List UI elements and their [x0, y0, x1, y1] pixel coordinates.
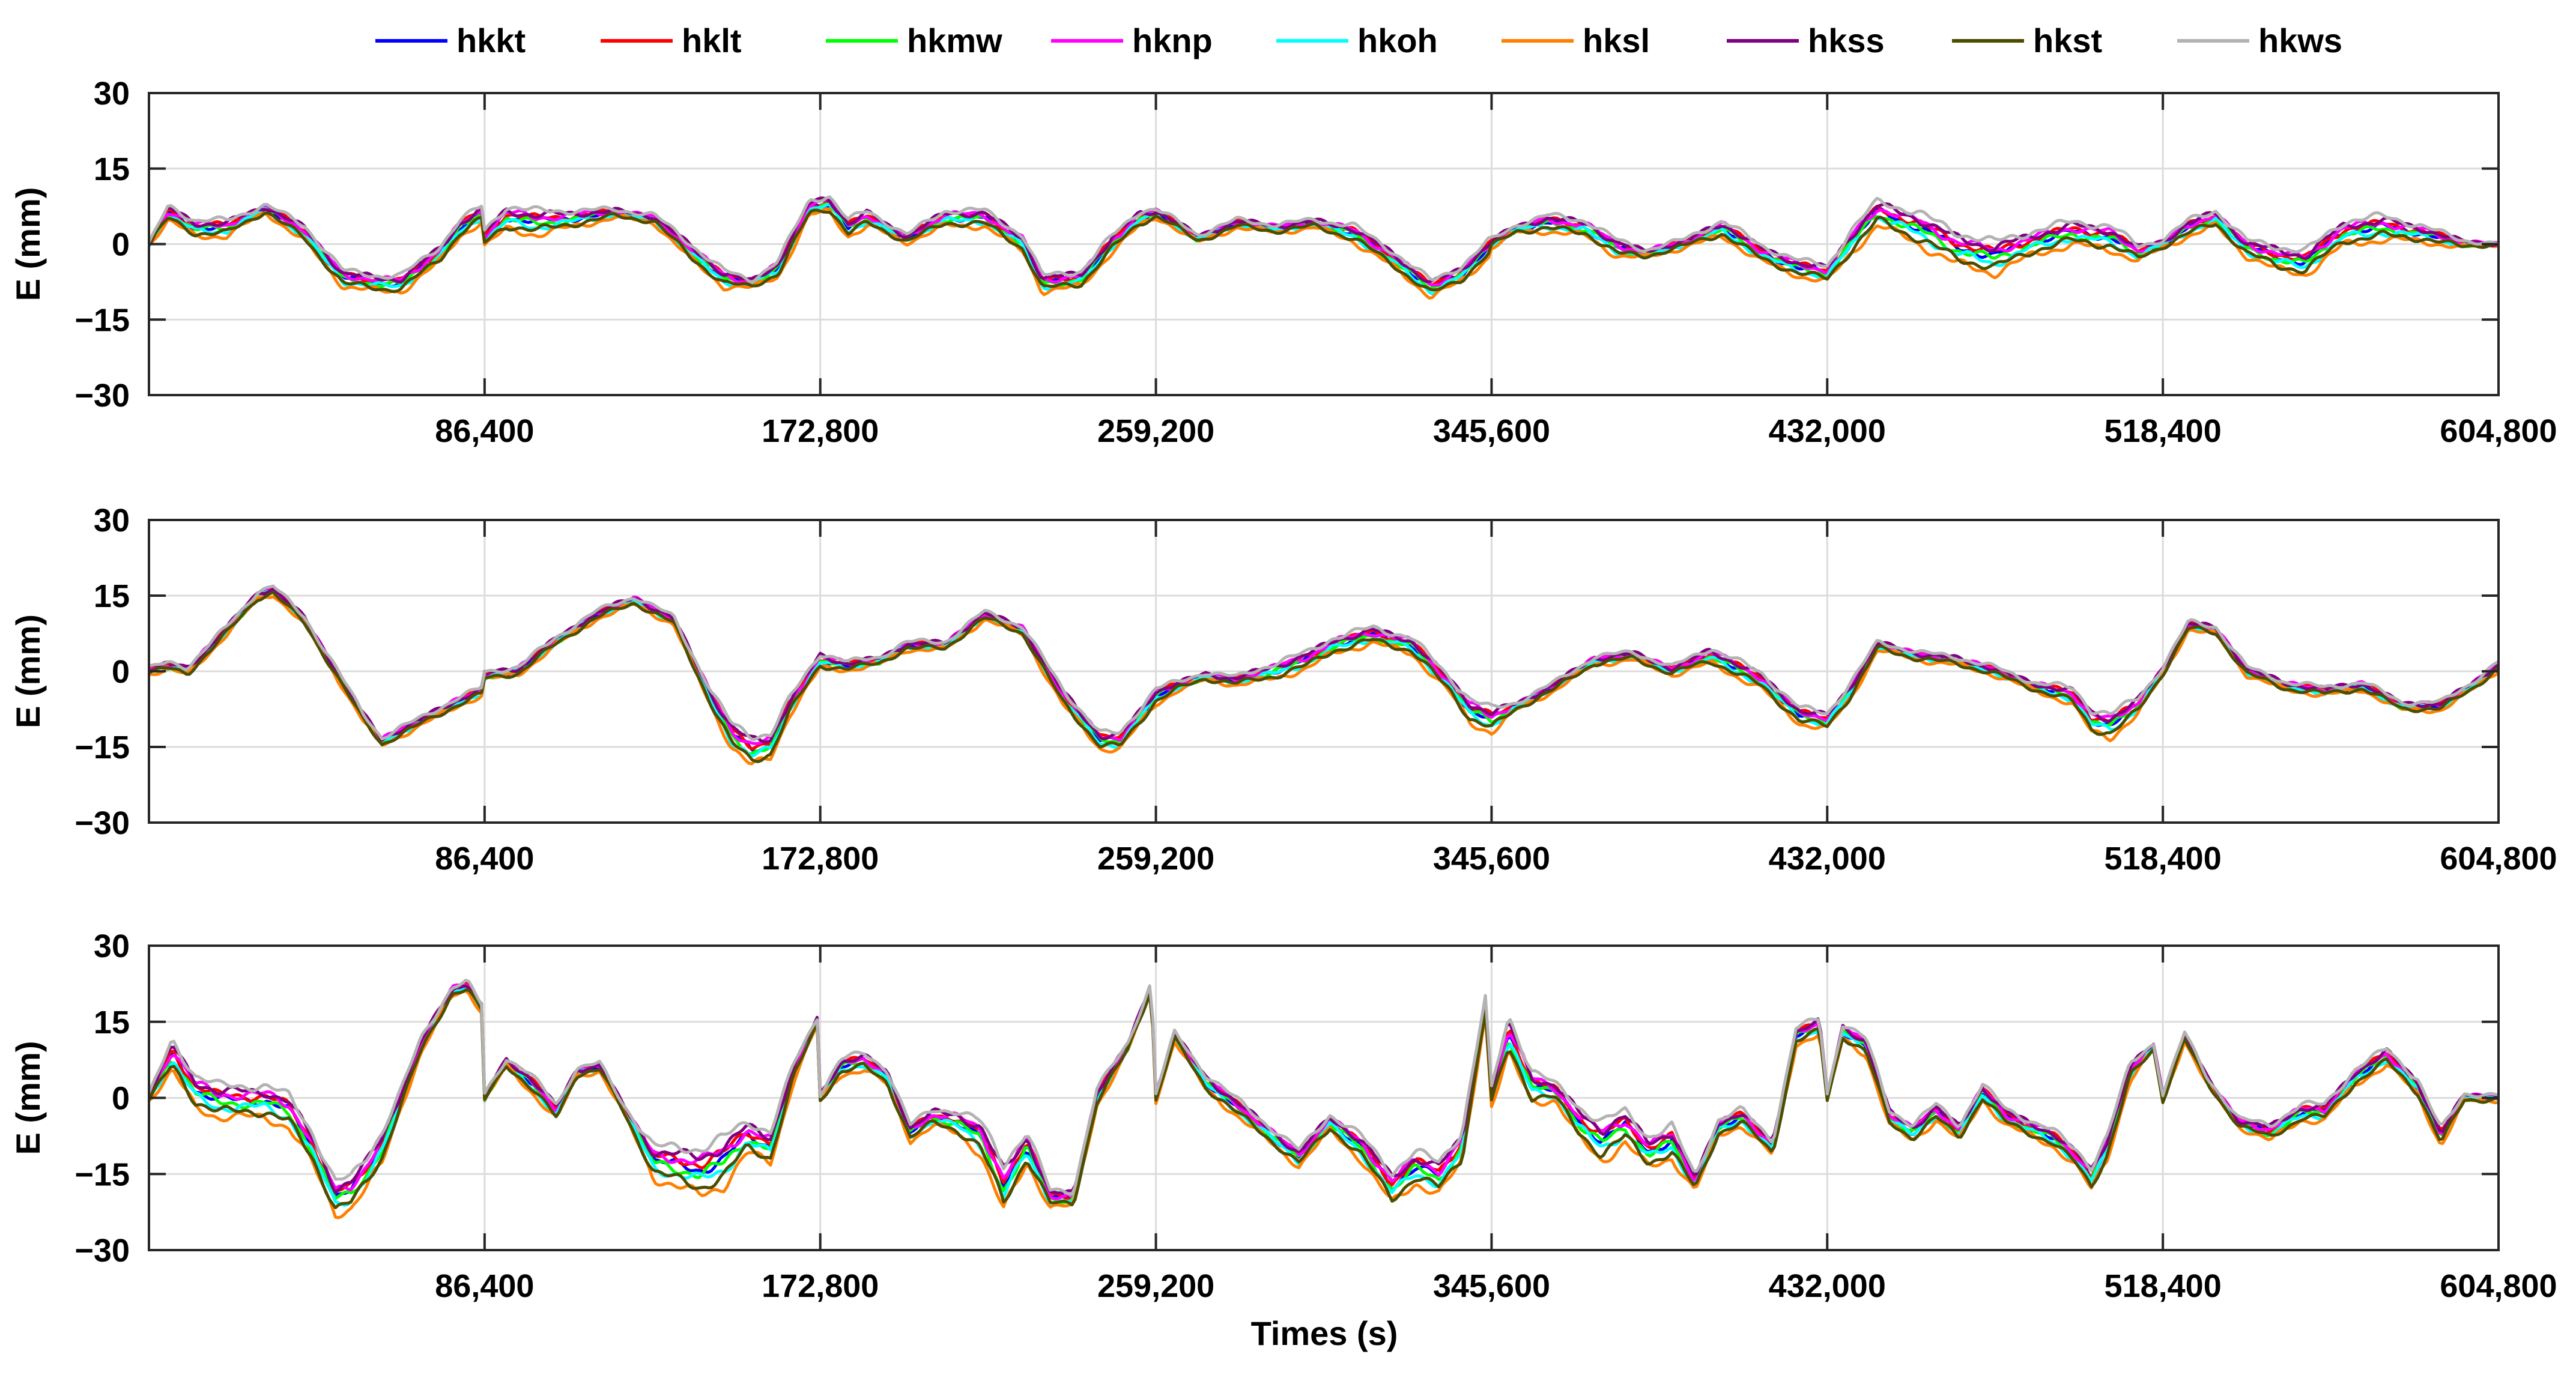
- x-tick-label: 345,600: [1433, 841, 1550, 877]
- series-group: [149, 584, 2499, 766]
- panel-top: 30 15 0 −15 −30 86,400 172,800 259,200 345,600 43…: [9, 76, 2557, 449]
- x-tick-label: 259,200: [1097, 841, 1214, 877]
- x-tick-label: 604,800: [2440, 841, 2557, 877]
- legend-label-hkmw: hkmw: [907, 22, 1002, 59]
- y-tick-label: 15: [94, 578, 130, 614]
- x-tick-label: 86,400: [435, 413, 534, 449]
- x-tick-label: 518,400: [2105, 413, 2222, 449]
- x-tick-label: 259,200: [1097, 1268, 1214, 1304]
- x-tick-label: 604,800: [2440, 1268, 2557, 1304]
- legend-label-hklt: hklt: [682, 22, 742, 59]
- y-tick-label: −15: [74, 302, 130, 338]
- legend: hkkt hklt hkmw hknp hkoh hksl hkss hkst hkws: [375, 22, 2342, 59]
- y-tick-label: −30: [74, 378, 130, 414]
- y-tick-label: −15: [74, 1156, 130, 1192]
- legend-label-hkss: hkss: [1808, 22, 1885, 59]
- x-tick-label: 518,400: [2105, 1268, 2222, 1304]
- series-line-hksl: [149, 595, 2499, 766]
- series-line-hkws: [149, 195, 2499, 284]
- series-line-hknp: [149, 198, 2499, 287]
- x-tick-label: 172,800: [762, 1268, 879, 1304]
- series-line-hkst: [149, 988, 2499, 1209]
- x-tick-label: 259,200: [1097, 413, 1214, 449]
- y-axis-label: E (mm): [9, 187, 47, 301]
- y-tick-label: −15: [74, 730, 130, 766]
- y-tick-label: 30: [94, 503, 130, 539]
- y-axis-label: E (mm): [9, 614, 47, 728]
- x-tick-label: 432,000: [1769, 1268, 1886, 1304]
- legend-label-hkst: hkst: [2033, 22, 2102, 59]
- y-tick-label: 0: [112, 654, 130, 690]
- y-tick-label: −30: [74, 1233, 130, 1269]
- y-tick-label: 0: [112, 1081, 130, 1117]
- y-tick-label: 15: [94, 151, 130, 187]
- x-tick-label: 86,400: [435, 841, 534, 877]
- y-tick-label: 0: [112, 227, 130, 263]
- panel-bottom: 30 15 0 −15 −30 86,400 172,800 259,200 345,600 43…: [9, 928, 2557, 1304]
- x-tick-label: 432,000: [1769, 413, 1886, 449]
- series-line-hkws: [149, 979, 2499, 1196]
- y-tick-label: 30: [94, 928, 130, 964]
- series-group: [149, 195, 2499, 300]
- x-tick-label: 345,600: [1433, 413, 1550, 449]
- series-group: [149, 979, 2499, 1219]
- y-tick-label: 15: [94, 1005, 130, 1041]
- legend-label-hkws: hkws: [2258, 22, 2342, 59]
- legend-label-hkkt: hkkt: [456, 22, 526, 59]
- legend-label-hksl: hksl: [1583, 22, 1650, 59]
- series-line-hkws: [149, 584, 2499, 742]
- legend-label-hknp: hknp: [1132, 22, 1213, 59]
- x-tick-label: 172,800: [762, 413, 879, 449]
- x-tick-label: 86,400: [435, 1268, 534, 1304]
- x-tick-label: 432,000: [1769, 841, 1886, 877]
- x-tick-label: 345,600: [1433, 1268, 1550, 1304]
- series-line-hksl: [149, 207, 2499, 300]
- series-line-hkst: [149, 208, 2499, 294]
- x-tick-label: 518,400: [2105, 841, 2222, 877]
- x-tick-label: 604,800: [2440, 413, 2557, 449]
- series-line-hkst: [149, 590, 2499, 763]
- legend-label-hkoh: hkoh: [1357, 22, 1438, 59]
- panel-middle: 30 15 0 −15 −30 86,400 172,800 259,200 345,600 43…: [9, 503, 2557, 877]
- y-axis-label: E (mm): [9, 1041, 47, 1155]
- x-axis-label: Times (s): [1251, 1314, 1398, 1352]
- y-tick-label: −30: [74, 805, 130, 841]
- x-tick-label: 172,800: [762, 841, 879, 877]
- series-line-hkss: [149, 196, 2499, 284]
- y-tick-label: 30: [94, 76, 130, 112]
